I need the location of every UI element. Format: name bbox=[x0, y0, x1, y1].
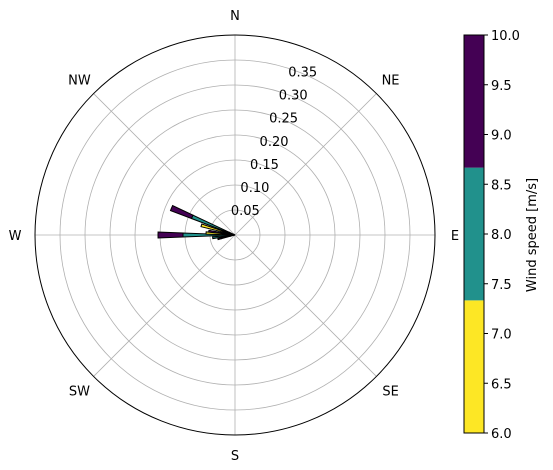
wind-bar-segment bbox=[200, 223, 236, 236]
direction-labels: N NE E SE S SW W NW bbox=[9, 9, 460, 464]
grid-spoke bbox=[93, 93, 236, 236]
colorbar-bin bbox=[464, 300, 484, 433]
radial-tick-label: 0.35 bbox=[288, 65, 317, 80]
radial-tick-label: 0.05 bbox=[231, 204, 260, 219]
colorbar-bin bbox=[464, 167, 484, 301]
radial-tick-label: 0.25 bbox=[269, 112, 298, 127]
colorbar-tick-label: 9.5 bbox=[491, 79, 512, 94]
radial-tick-labels: 0.05 0.10 0.15 0.20 0.25 0.30 0.35 bbox=[231, 65, 317, 219]
direction-label: SE bbox=[382, 385, 398, 400]
wind-bar-segment bbox=[217, 237, 223, 241]
colorbar-tick-label: 8.5 bbox=[491, 178, 512, 193]
wind-bar-segment bbox=[157, 231, 184, 239]
direction-label: NW bbox=[68, 73, 91, 88]
colorbar-tick-label: 10.0 bbox=[491, 29, 520, 44]
colorbar-tick-label: 7.5 bbox=[491, 278, 512, 293]
wind-bar-segment bbox=[169, 204, 194, 220]
grid-spoke bbox=[93, 234, 236, 377]
direction-label: NE bbox=[382, 73, 400, 88]
wind-rose-bars bbox=[157, 204, 236, 241]
radial-tick-label: 0.15 bbox=[250, 158, 279, 173]
colorbar-tick-label: 6.0 bbox=[491, 427, 512, 442]
grid-spoke bbox=[234, 234, 377, 377]
colorbar-tick-label: 9.0 bbox=[491, 129, 512, 144]
colorbar-tick-label: 8.0 bbox=[491, 228, 512, 243]
wind-bar-segment bbox=[205, 231, 236, 236]
direction-label: SW bbox=[69, 385, 90, 400]
direction-label: E bbox=[451, 229, 459, 244]
colorbar: 6.0 6.5 7.0 7.5 8.0 8.5 9.0 9.5 10.0 bbox=[463, 29, 520, 442]
radial-tick-label: 0.10 bbox=[240, 181, 269, 196]
colorbar-label: Wind speed [m/s] bbox=[525, 178, 540, 292]
radial-tick-label: 0.20 bbox=[260, 135, 289, 150]
direction-label: N bbox=[230, 9, 240, 24]
polar-grid bbox=[34, 34, 436, 436]
radial-tick-label: 0.30 bbox=[279, 89, 308, 104]
direction-label: W bbox=[9, 229, 22, 244]
direction-label: S bbox=[231, 449, 239, 464]
colorbar-tick-label: 7.0 bbox=[491, 328, 512, 343]
grid-spoke bbox=[234, 93, 377, 236]
colorbar-tick-label: 6.5 bbox=[491, 377, 512, 392]
polar-outline bbox=[34, 34, 436, 436]
colorbar-bin bbox=[464, 35, 484, 168]
